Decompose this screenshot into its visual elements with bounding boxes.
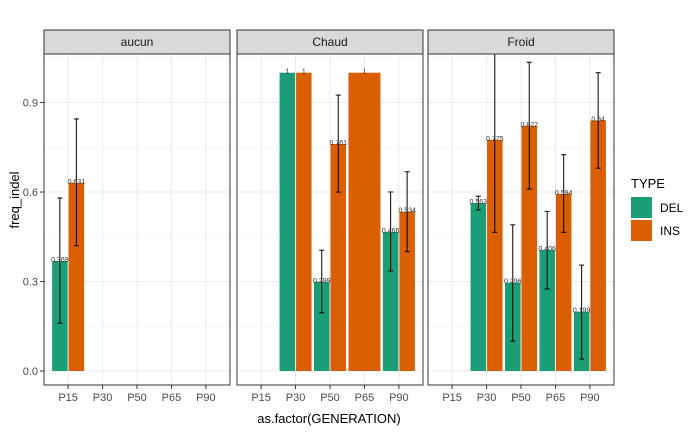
bar-ins-p65 — [555, 193, 572, 371]
bar-del-p50 — [314, 281, 330, 371]
legend-key-del — [631, 197, 652, 218]
x-tick-label: P90 — [196, 392, 216, 404]
bar-value-label: 0.296 — [504, 279, 522, 286]
bar-value-label: 0.534 — [398, 208, 416, 215]
bar-del-p30 — [279, 72, 296, 371]
bar-value-label: 0.775 — [486, 136, 504, 143]
facet-strip-label: aucun — [121, 35, 154, 49]
x-tick-label: P15 — [58, 392, 78, 404]
bar-ins-p30 — [296, 72, 312, 371]
x-tick-label: P65 — [355, 392, 375, 404]
x-tick-label: P15 — [251, 392, 271, 404]
bar-value-label: 0.199 — [573, 308, 591, 315]
bar-ins-p30 — [487, 139, 503, 371]
x-tick-label: P30 — [93, 392, 113, 404]
x-tick-label: P30 — [477, 392, 497, 404]
y-axis-title: freq_indel — [7, 171, 22, 228]
legend-label-ins: INS — [660, 224, 680, 238]
y-tick-label: 0.0 — [23, 366, 38, 378]
x-tick-label: P30 — [286, 392, 306, 404]
facet-strip-label: Froid — [507, 35, 534, 49]
facet-panels: 0.369 0.631 aucun P15 P30 P50 P65 P90 1 1 0.299 0.7… — [23, 29, 615, 404]
y-tick-label: 0.9 — [23, 98, 38, 110]
facet-strip — [43, 29, 231, 55]
bar-value-label: 0.466 — [382, 228, 400, 235]
x-tick-label: P50 — [127, 392, 147, 404]
facet-strip — [236, 29, 424, 55]
bar-value-label: 0.299 — [313, 278, 331, 285]
y-tick-label: 0.6 — [23, 187, 38, 199]
bar-del-p90 — [382, 231, 399, 371]
x-tick-label: P65 — [546, 392, 566, 404]
bar-ins-p90 — [590, 120, 606, 371]
bar-ins-p90 — [399, 211, 415, 371]
bar-del-p30 — [470, 203, 487, 371]
legend-title: TYPE — [631, 176, 665, 191]
x-tick-label: P50 — [511, 392, 531, 404]
x-tick-label: P90 — [389, 392, 409, 404]
facet-strip-label: Chaud — [312, 35, 347, 49]
bar-value-label: 0.594 — [555, 190, 573, 197]
x-tick-label: P15 — [442, 392, 462, 404]
bar-ins-p15 — [68, 182, 85, 371]
x-tick-label: P50 — [320, 392, 340, 404]
bar-value-label: 1 — [302, 69, 306, 76]
bar-ins-p50 — [330, 143, 346, 371]
facet-strip — [427, 29, 615, 55]
bar-value-label: 1 — [285, 69, 289, 76]
panel-froid: 0.563 0.775 0.296 0.822 0.406 0.594 0.199 0.84 F… — [427, 29, 615, 404]
bar-value-label: 0.631 — [68, 179, 86, 186]
bar-value-label: 0.822 — [520, 122, 538, 129]
bar-value-label: 0.369 — [51, 257, 69, 264]
bar-value-label: 0.563 — [470, 199, 488, 206]
x-tick-label: P65 — [162, 392, 182, 404]
x-tick-label: P90 — [580, 392, 600, 404]
bar-value-label: 1 — [362, 69, 366, 76]
bar-value-label: 0.761 — [329, 140, 347, 147]
bar-ins-p50 — [521, 125, 537, 372]
panel-chaud: 1 1 0.299 0.761 1 0.466 0.534 Chaud P15 P30 P50 P65… — [236, 29, 424, 404]
bar-value-label: 0.406 — [538, 246, 556, 253]
bar-del-p65 — [539, 249, 555, 371]
legend: TYPE DEL INS — [631, 176, 684, 241]
bar-value-label: 0.84 — [591, 116, 605, 123]
legend-label-del: DEL — [660, 201, 684, 215]
y-tick-label: 0.3 — [23, 277, 38, 289]
bar-ins-p65 — [348, 72, 381, 371]
x-axis-title: as.factor(GENERATION) — [257, 411, 401, 426]
legend-key-ins — [631, 220, 652, 241]
panel-aucun: 0.369 0.631 aucun P15 P30 P50 P65 P90 — [43, 29, 231, 404]
